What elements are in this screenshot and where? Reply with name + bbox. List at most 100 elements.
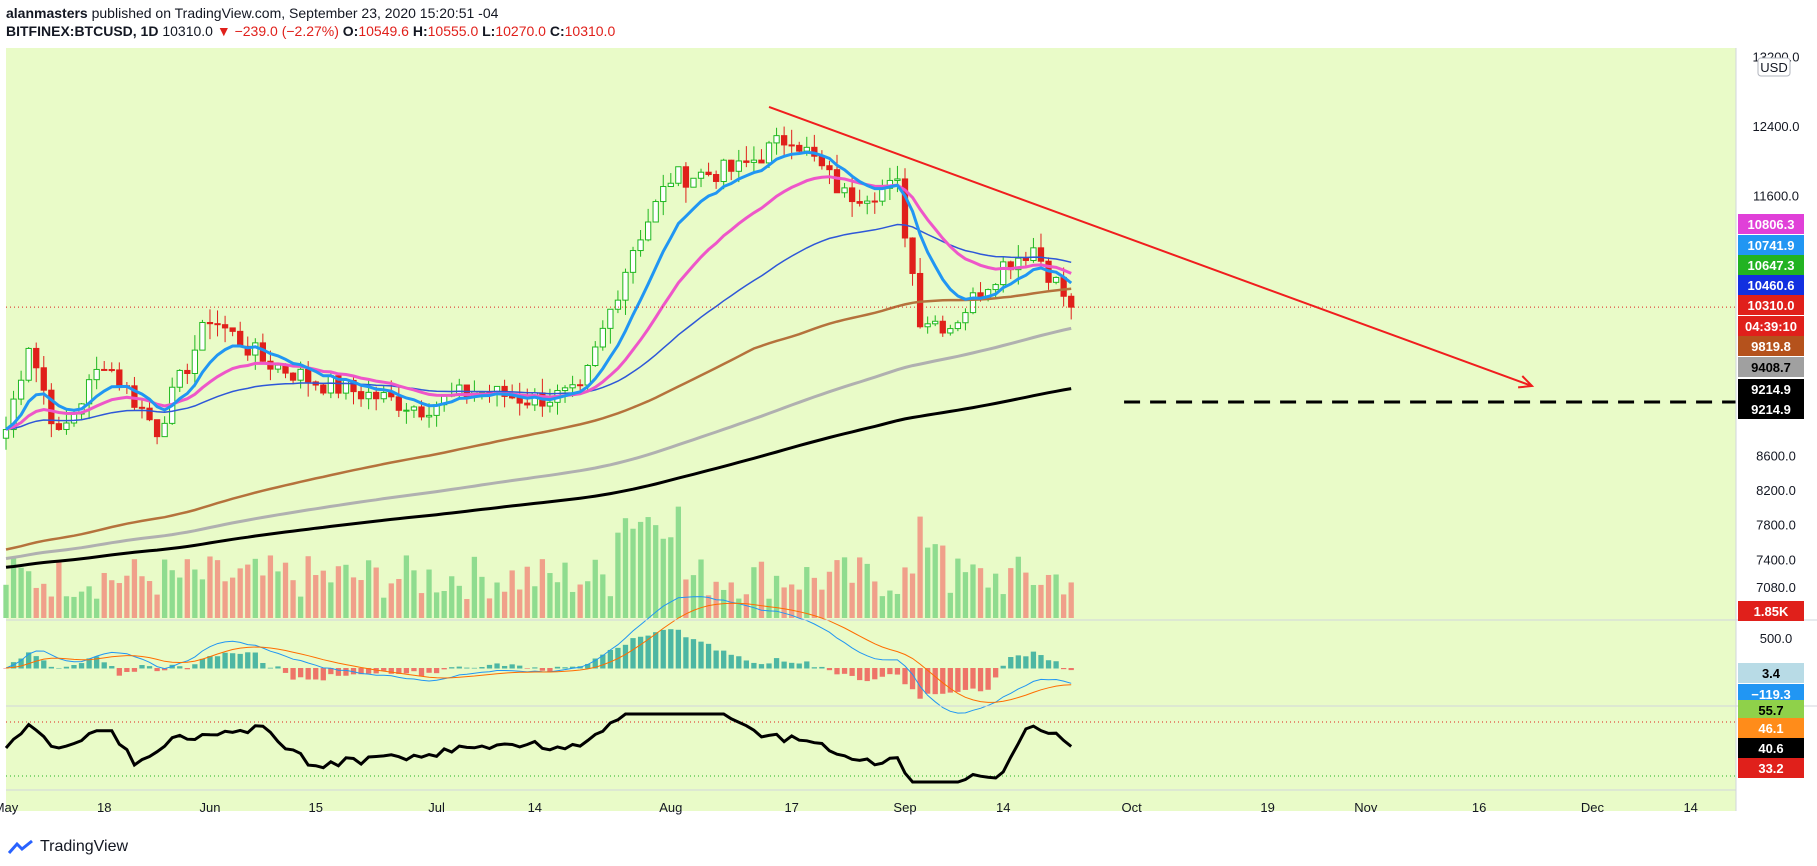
volume-bar [872,581,878,618]
volume-bar [282,562,289,618]
volume-bar [773,575,780,618]
high-value: 10555.0 [427,23,479,39]
volume-bar [517,589,523,618]
volume-bar [947,592,953,618]
price-tag-bg [1738,357,1804,377]
candle-body [395,396,402,411]
time-axis-label: Sep [893,800,916,815]
macd-histogram-bar [864,668,870,682]
candle-body [720,159,727,182]
volume-bar [426,569,432,618]
macd-histogram-bar [381,668,387,671]
candle-body [924,323,931,328]
macd-tag: −119.3 [1751,687,1790,702]
time-axis-label: Oct [1122,800,1143,815]
close-label: C: [549,23,565,39]
macd-histogram-bar [162,668,168,671]
volume-bar [539,559,546,618]
candle-body [403,409,410,412]
volume-bar [101,572,107,618]
price-tag-bg [1738,336,1804,356]
macd-histogram-bar [660,629,666,669]
macd-histogram-bar [622,644,629,669]
macd-histogram-bar [139,665,145,669]
candle-body [237,330,244,347]
volume-bar [335,566,342,618]
macd-histogram-bar [857,668,863,681]
volume-bar [985,587,991,618]
published-text: published on TradingView.com, September … [91,5,499,21]
macd-tag-bg [1738,684,1804,704]
macd-histogram-bar [653,632,659,669]
macd-histogram-bar [33,656,39,669]
candle-body [735,160,742,172]
macd-histogram-bar [192,664,198,669]
macd-histogram-bar [1030,651,1037,669]
candle-body [939,320,946,334]
volume-bar [418,593,425,618]
macd-histogram-bar [728,654,734,669]
macd-histogram-bar [441,668,447,670]
candle-body [335,375,342,394]
candle-body [750,159,758,163]
volume-bar [962,572,969,618]
volume-bar [592,559,598,618]
volume-bar [909,573,916,618]
volume-bar [192,569,198,618]
candle-body [10,398,17,431]
macd-signal-line [5,602,1072,703]
candle-body [380,392,387,400]
price-axis-label: 7400.0 [1756,552,1796,567]
candle-body [342,379,350,394]
macd-tag-bg [1738,663,1804,683]
volume-bar [660,538,666,618]
macd-histogram-bar [449,667,455,669]
volume-bar [229,577,236,618]
symbol-label[interactable]: BITFINEX:BTCUSD, 1D [6,23,159,39]
volume-bar [3,584,9,618]
macd-histogram-bar [1045,660,1052,669]
candle-body [1015,257,1022,271]
volume-bar [569,591,576,618]
macd-histogram-bar [297,668,304,678]
volume-bar [56,560,62,618]
macd-histogram-bar [917,668,923,699]
time-axis-label: Jun [199,800,220,815]
price-tags: 10806.3 10741.9 10647.3 10460.6 10310.0 04:39… [1738,214,1804,778]
macd-histogram-bar [569,666,576,669]
candle-body [221,324,229,329]
volume-bar [358,580,364,618]
macd-histogram-bar [592,658,598,669]
macd-histogram-bar [713,650,719,669]
volume-bar [554,582,561,618]
volume-bar [501,591,508,618]
macd-histogram-bar [199,658,206,669]
volume-bar [139,576,145,618]
author-name[interactable]: alanmasters [6,5,88,21]
candle-body [357,391,365,400]
publish-line: alanmasters published on TradingView.com… [6,4,615,22]
macd-histogram-bar [71,665,77,669]
volume-tag-bg [1738,601,1804,621]
macd-histogram-bar [977,668,984,692]
candle-body [48,389,55,425]
candle-body [569,384,576,389]
time-axis-label: 19 [1260,800,1274,815]
macd-histogram-bar [547,668,553,672]
volume-bar [71,596,77,618]
volume-bar [297,596,304,618]
volume-bar [675,506,682,618]
volume-bar [524,566,530,618]
macd-histogram-bar [471,667,478,669]
candle-body [607,308,614,329]
oscillator-tag-bg [1738,738,1804,758]
volume-bar [456,585,462,618]
candle-body [1022,257,1030,261]
macd-histogram-bar [1053,661,1059,669]
macd-histogram-bar [637,636,644,669]
tradingview-logo-icon [8,839,33,854]
oscillator-tag-bg [1738,758,1804,778]
macd-histogram-bar [993,668,999,678]
macd-histogram-bar [562,667,568,669]
